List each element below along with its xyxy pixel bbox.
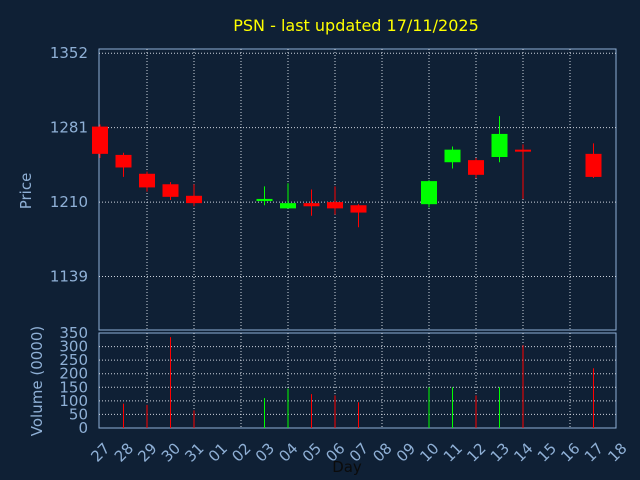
volume-tick-label: 300: [59, 338, 88, 356]
price-tick-label: 1139: [50, 268, 88, 286]
candle-body: [421, 181, 437, 205]
day-tick-label: 05: [299, 439, 325, 465]
candle-body: [468, 160, 484, 175]
day-tick-label: 08: [369, 439, 395, 465]
day-tick-label: 16: [557, 439, 583, 465]
day-tick-label: 27: [87, 439, 113, 465]
day-tick-label: 29: [134, 439, 160, 465]
day-tick-label: 01: [205, 439, 231, 465]
x-axis: 2728293031010203040506070809101112131415…: [87, 439, 630, 465]
day-tick-label: 31: [181, 439, 207, 465]
day-tick-label: 17: [581, 439, 607, 465]
day-tick-label: 02: [228, 439, 254, 465]
candles: [92, 116, 602, 228]
candle-body: [162, 184, 179, 197]
day-tick-label: 14: [510, 439, 536, 465]
volume-bars: [123, 337, 594, 428]
day-tick-label: 13: [487, 439, 513, 465]
volume-tick-label: 200: [59, 365, 88, 383]
candle-body: [350, 205, 367, 213]
price-panel: [98, 48, 617, 331]
volume-panel: [98, 332, 617, 429]
volume-tick-label: 350: [59, 324, 88, 342]
candle-body: [186, 195, 202, 204]
price-tick-label: 1210: [50, 193, 88, 211]
day-tick-label: 15: [534, 439, 560, 465]
volume-tick-label: 0: [78, 419, 88, 437]
day-tick-label: 30: [158, 439, 184, 465]
volume-tick-label: 150: [59, 378, 88, 396]
volume-tick-label: 50: [69, 405, 88, 423]
volume-axis-title: Volume (0000): [28, 326, 46, 436]
candle-body: [327, 202, 343, 209]
volume-tick-label: 250: [59, 351, 88, 369]
candle-body: [491, 133, 508, 157]
volume-grid: [99, 333, 616, 428]
day-tick-label: 28: [111, 439, 137, 465]
chart-title: PSN - last updated 17/11/2025: [233, 16, 479, 35]
candle-body: [139, 173, 155, 188]
volume-tick-label: 100: [59, 392, 88, 410]
day-tick-label: 04: [275, 439, 301, 465]
day-tick-label: 09: [393, 439, 419, 465]
day-tick-label: 10: [416, 439, 442, 465]
candle-body: [303, 203, 320, 207]
day-tick-label: 11: [440, 439, 466, 465]
day-tick-label: 03: [252, 439, 278, 465]
candle-body: [280, 203, 296, 209]
day-tick-label: 18: [604, 439, 630, 465]
x-axis-title: Day: [332, 458, 362, 476]
price-tick-label: 1281: [50, 119, 88, 137]
candle-body: [115, 154, 132, 168]
candle-body: [256, 198, 273, 202]
price-axis-title: Price: [17, 173, 35, 210]
day-tick-label: 12: [463, 439, 489, 465]
price-grid: [99, 49, 616, 330]
price-tick-label: 1352: [50, 44, 88, 62]
candle-body: [585, 153, 602, 177]
candle-body: [444, 149, 461, 163]
candle-body: [92, 126, 108, 154]
price-y-axis: 1139 1210 1281 1352: [50, 44, 88, 285]
candle-body: [515, 149, 531, 152]
